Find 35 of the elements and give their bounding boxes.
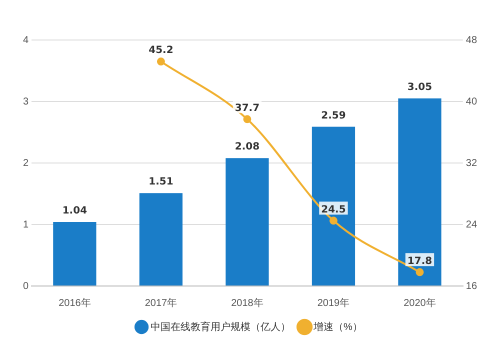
data-label: 3.05	[407, 82, 432, 94]
data-label: 1.51	[148, 176, 174, 188]
data-label: 2.59	[321, 110, 346, 122]
data-label: 1.04	[62, 206, 88, 217]
data-label: 2.08	[234, 142, 260, 153]
y2-tick-label: 48	[466, 34, 478, 46]
y2-tick-label: 40	[466, 96, 478, 108]
data-label: 37.7	[234, 102, 260, 114]
legend-label: 中国在线教育用户规模（亿人）	[150, 320, 291, 333]
x-tick-label: 2017年	[144, 296, 178, 309]
y-tick-label: 4	[23, 34, 29, 46]
bar	[139, 193, 183, 286]
data-label: 24.5	[321, 204, 346, 216]
x-tick-label: 2018年	[231, 296, 264, 309]
y2-tick-label: 16	[466, 280, 478, 292]
y-tick-label: 0	[23, 280, 29, 292]
bar	[53, 222, 96, 286]
y2-tick-label: 32	[466, 158, 478, 169]
x-tick-label: 2020年	[404, 296, 436, 309]
bar	[398, 98, 442, 286]
point	[329, 216, 338, 225]
x-tick-label: 2019年	[317, 296, 350, 309]
bar	[226, 158, 269, 286]
point	[156, 58, 165, 66]
y2-tick-label: 24	[466, 219, 478, 230]
bar	[312, 126, 356, 286]
data-label: 17.8	[407, 256, 432, 267]
y-tick-label: 1	[23, 219, 29, 230]
x-tick-label: 2016年	[58, 296, 91, 309]
y-tick-label: 3	[23, 96, 29, 108]
data-label: 45.2	[148, 45, 174, 56]
point	[243, 115, 252, 124]
y-tick-label: 2	[23, 158, 29, 169]
point	[416, 268, 424, 276]
legend-label: 增速（%）	[312, 320, 362, 333]
